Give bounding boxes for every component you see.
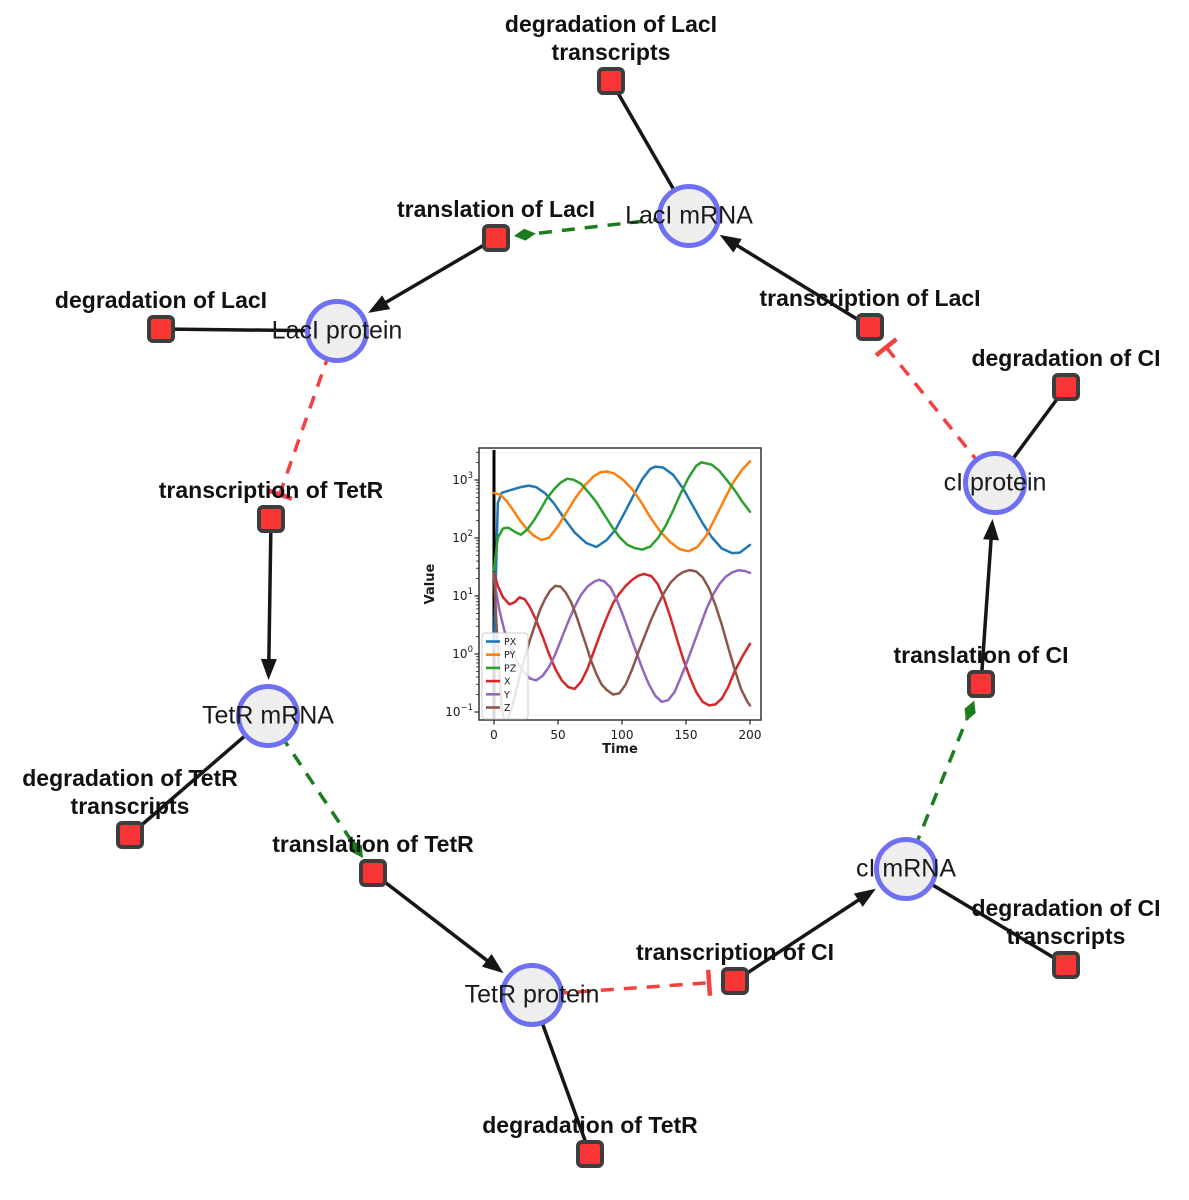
species-label-tetR_protein: TetR protein xyxy=(464,980,600,1009)
y-tick-label: 100 xyxy=(452,645,473,661)
reaction-label-transc_lacI: transcription of LacI xyxy=(759,285,981,311)
species-label-lacI_protein: LacI protein xyxy=(271,316,403,345)
reaction-node-deg_tetR_tr[interactable] xyxy=(116,821,144,849)
reaction-node-transl_tetR[interactable] xyxy=(359,859,387,887)
species-node-lacI_mRNA[interactable] xyxy=(657,184,721,248)
series-PX xyxy=(492,465,752,651)
species-label-cI_mRNA: cI mRNA xyxy=(856,854,956,883)
reaction-label-transl_tetR: translation of TetR xyxy=(272,831,474,857)
reaction-label-deg_cI: degradation of CI xyxy=(971,345,1161,371)
reaction-node-transc_lacI[interactable] xyxy=(856,313,884,341)
y-axis-label: Value xyxy=(423,563,438,604)
reaction-label-deg_lacI: degradation of LacI xyxy=(54,287,268,313)
reaction-label-deg_tetR_tr: degradation of TetR transcripts xyxy=(22,765,238,819)
y-tick-label: 102 xyxy=(452,529,473,545)
reaction-node-deg_cI_tr[interactable] xyxy=(1052,951,1080,979)
species-node-cI_protein[interactable] xyxy=(963,451,1027,515)
x-tick-label: 0 xyxy=(490,728,498,742)
legend-label-X: X xyxy=(504,677,511,688)
reaction-node-transl_lacI[interactable] xyxy=(482,224,510,252)
species-node-cI_mRNA[interactable] xyxy=(874,837,938,901)
reaction-label-deg_tetR: degradation of TetR xyxy=(482,1112,698,1138)
reaction-node-transc_cI[interactable] xyxy=(721,967,749,995)
legend-label-PY: PY xyxy=(504,650,516,661)
species-node-tetR_mRNA[interactable] xyxy=(236,684,300,748)
reaction-node-deg_cI[interactable] xyxy=(1052,373,1080,401)
legend-label-PX: PX xyxy=(504,637,517,648)
species-label-tetR_mRNA: TetR mRNA xyxy=(202,701,334,730)
edge-product-transl_lacI-lacI_protein xyxy=(368,236,497,313)
timecourse-plot: 0 50 100 150 20010310210110010−1TimeValuePXP… xyxy=(423,447,762,757)
reaction-node-deg_tetR[interactable] xyxy=(576,1140,604,1168)
species-label-lacI_mRNA: LacI mRNA xyxy=(625,201,753,230)
reaction-node-transc_tetR[interactable] xyxy=(257,505,285,533)
x-tick-label: 200 xyxy=(739,728,762,742)
legend-label-PZ: PZ xyxy=(504,663,517,674)
legend-label-Z: Z xyxy=(504,703,511,714)
reaction-node-deg_lacI_tr[interactable] xyxy=(597,67,625,95)
reaction-label-deg_lacI_tr: degradation of LacI transcripts xyxy=(504,11,718,65)
chart-legend: PX PY PZ XYZ xyxy=(481,632,529,720)
reaction-node-transl_cI[interactable] xyxy=(967,670,995,698)
y-tick-label: 10−1 xyxy=(445,703,473,719)
y-tick-label: 101 xyxy=(452,587,473,603)
species-node-tetR_protein[interactable] xyxy=(500,963,564,1027)
edge-product-transc_tetR-tetR_mRNA xyxy=(260,518,277,681)
x-tick-label: 50 xyxy=(550,728,565,742)
y-tick-label: 103 xyxy=(452,471,473,487)
reaction-label-transc_tetR: transcription of TetR xyxy=(158,477,384,503)
reaction-label-deg_cI_tr: degradation of CI transcripts xyxy=(971,895,1161,949)
reaction-node-deg_lacI[interactable] xyxy=(147,315,175,343)
x-axis-label: Time xyxy=(602,742,638,757)
x-tick-label: 150 xyxy=(675,728,698,742)
species-label-cI_protein: cI protein xyxy=(943,468,1047,497)
reaction-label-transl_lacI: translation of LacI xyxy=(396,196,596,222)
reaction-label-transc_cI: transcription of CI xyxy=(635,939,835,965)
edge-product-transl_cI-cI_protein xyxy=(979,518,1000,685)
series-Y xyxy=(492,568,752,704)
edge-product-transl_tetR-tetR_protein xyxy=(371,871,504,974)
edge-product-transc_cI-cI_mRNA xyxy=(734,888,876,983)
series-PZ xyxy=(492,461,752,572)
x-tick-label: 100 xyxy=(611,728,634,742)
legend-label-Y: Y xyxy=(503,690,510,701)
edge-product-transc_lacI-lacI_mRNA xyxy=(719,234,871,329)
reaction-label-transl_cI: translation of CI xyxy=(893,642,1069,668)
species-node-lacI_protein[interactable] xyxy=(305,299,369,363)
